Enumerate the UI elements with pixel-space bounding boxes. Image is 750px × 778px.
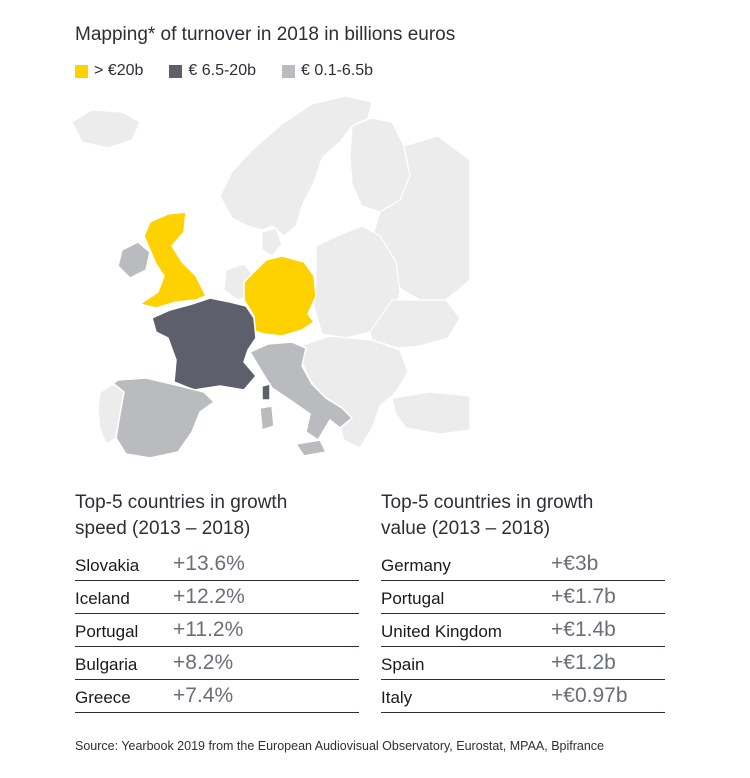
region-iceland bbox=[71, 109, 141, 149]
europe-map bbox=[71, 95, 471, 459]
growth-value: +€0.97b bbox=[551, 684, 628, 707]
growth-value: +€3b bbox=[551, 552, 599, 575]
region-sardinia bbox=[259, 405, 275, 432]
legend-swatch-low bbox=[282, 64, 295, 78]
table-row: Portugal +€1.7b bbox=[381, 581, 665, 614]
country-name: Portugal bbox=[381, 589, 445, 608]
country-name: Germany bbox=[381, 556, 451, 575]
table-row: Germany +€3b bbox=[381, 548, 665, 581]
region-denmark bbox=[261, 227, 283, 257]
country-name: United Kingdom bbox=[381, 622, 502, 641]
table-row: Italy +€0.97b bbox=[381, 680, 665, 713]
growth-value-table: Top-5 countries in growth value (2013 – … bbox=[381, 490, 665, 713]
table-row: Bulgaria +8.2% bbox=[75, 647, 359, 680]
country-name: Greece bbox=[75, 688, 131, 707]
legend: > €20b € 6.5-20b € 0.1-6.5b bbox=[75, 62, 373, 80]
table-row: Iceland +12.2% bbox=[75, 581, 359, 614]
legend-swatch-mid bbox=[169, 64, 183, 78]
growth-value: +€1.4b bbox=[551, 618, 616, 641]
growth-value-heading-line2: value (2013 – 2018) bbox=[381, 518, 551, 539]
legend-label-high: > €20b bbox=[94, 62, 144, 79]
growth-speed-table: Top-5 countries in growth speed (2013 – … bbox=[75, 490, 359, 713]
growth-value: +11.2% bbox=[173, 618, 244, 641]
region-sicily bbox=[294, 439, 328, 457]
table-row: Spain +€1.2b bbox=[381, 647, 665, 680]
region-spain bbox=[99, 377, 216, 459]
region-scandinavia bbox=[219, 95, 373, 237]
region-france bbox=[151, 297, 257, 391]
table-row: Slovakia +13.6% bbox=[75, 548, 359, 581]
region-corsica bbox=[261, 383, 271, 401]
table-row: Portugal +11.2% bbox=[75, 614, 359, 647]
growth-value: +13.6% bbox=[173, 552, 245, 575]
growth-speed-heading-line2: speed (2013 – 2018) bbox=[75, 518, 251, 539]
growth-value: +€1.2b bbox=[551, 651, 616, 674]
region-turkey bbox=[391, 391, 471, 435]
country-name: Italy bbox=[381, 688, 413, 707]
growth-value: +€1.7b bbox=[551, 585, 616, 608]
country-name: Slovakia bbox=[75, 556, 140, 575]
legend-label-mid: € 6.5-20b bbox=[188, 62, 256, 79]
growth-speed-heading-line1: Top-5 countries in growth bbox=[75, 492, 288, 513]
region-italy bbox=[248, 341, 354, 442]
growth-value-heading-line1: Top-5 countries in growth bbox=[381, 492, 594, 513]
growth-value: +8.2% bbox=[173, 651, 234, 674]
legend-swatch-high bbox=[75, 64, 88, 78]
legend-item-high: > €20b bbox=[75, 62, 143, 80]
country-name: Spain bbox=[381, 655, 425, 674]
region-ireland bbox=[117, 241, 151, 279]
table-row: Greece +7.4% bbox=[75, 680, 359, 713]
table-row: United Kingdom +€1.4b bbox=[381, 614, 665, 647]
growth-value-heading: Top-5 countries in growth value (2013 – … bbox=[381, 490, 665, 542]
chart-title: Mapping* of turnover in 2018 in billions… bbox=[75, 24, 456, 45]
region-ukraine bbox=[369, 299, 461, 349]
country-name: Iceland bbox=[75, 589, 130, 608]
country-name: Bulgaria bbox=[75, 655, 138, 674]
region-germany bbox=[243, 255, 317, 337]
growth-value: +12.2% bbox=[173, 585, 245, 608]
source-note: Source: Yearbook 2019 from the European … bbox=[75, 739, 605, 753]
growth-speed-heading: Top-5 countries in growth speed (2013 – … bbox=[75, 490, 359, 542]
growth-value: +7.4% bbox=[173, 684, 234, 707]
legend-label-low: € 0.1-6.5b bbox=[301, 62, 374, 79]
legend-item-mid: € 6.5-20b bbox=[169, 62, 256, 80]
legend-item-low: € 0.1-6.5b bbox=[282, 62, 373, 80]
region-united-kingdom bbox=[138, 211, 208, 309]
country-name: Portugal bbox=[75, 622, 139, 641]
